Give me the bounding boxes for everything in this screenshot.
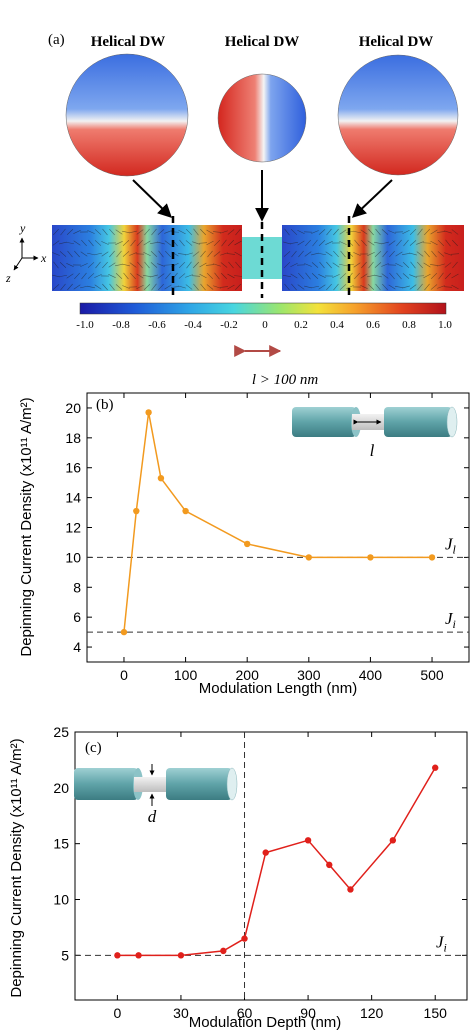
data-point [326, 861, 333, 869]
colorbar-tick-label: -0.6 [148, 319, 166, 331]
colorbar: -1.0 -0.8 -0.6 -0.4 -0.2 0 0.2 0.4 0.6 0.8 1.0 [76, 302, 452, 331]
y-tick-label: 8 [73, 579, 81, 595]
axis-x-label: x [40, 251, 47, 265]
dw-label-left: Helical DW [91, 34, 166, 50]
y-tick-label: 16 [65, 460, 81, 476]
x-tick-label: 60 [237, 1005, 253, 1021]
x-tick-label: 300 [297, 667, 321, 683]
data-point [389, 837, 397, 844]
plot-b-xlabel: Modulation Length (nm) [199, 680, 357, 697]
colorbar-tick-label: 0.6 [366, 319, 380, 331]
y-tick-label: 12 [65, 520, 81, 536]
y-tick-label: 20 [65, 400, 81, 416]
y-tick-label: 14 [65, 490, 81, 506]
colorbar-tick-label: 0.8 [402, 319, 416, 331]
y-tick-label: 4 [73, 639, 81, 655]
reference-line-label: Jl [445, 534, 457, 556]
panel-c-label: (c) [85, 740, 102, 756]
series-line [117, 767, 436, 957]
data-point [432, 764, 439, 771]
dw-disk-middle [217, 73, 307, 163]
y-tick-label: 10 [53, 892, 69, 908]
reference-line-label: Ji [445, 609, 456, 631]
colorbar-tick-label: 1.0 [438, 319, 452, 331]
y-tick-label: 6 [73, 609, 81, 625]
data-point [262, 849, 269, 856]
data-point [241, 935, 248, 942]
x-tick-label: 500 [420, 667, 444, 683]
y-tick-label: 15 [53, 836, 69, 852]
x-tick-label: 200 [236, 667, 260, 683]
arrow-left [132, 179, 173, 218]
dw-disk-right [337, 54, 459, 176]
colorbar-tick-label: 0.2 [294, 319, 308, 331]
data-point [114, 952, 121, 959]
series-line [123, 412, 433, 633]
inset-b-label: l [370, 441, 375, 460]
axis-z-label: z [5, 271, 11, 285]
colorbar-tick-label: -1.0 [76, 319, 94, 331]
plot-b-ylabel: Depinning Current Density (x10¹¹ A/m²) [18, 397, 35, 656]
length-note: l > 100 nm [252, 372, 319, 388]
data-point [367, 554, 374, 561]
inset-b-nanowire-icon: l [292, 406, 458, 460]
data-point [177, 952, 185, 959]
panel-b-label: (b) [96, 397, 114, 413]
data-point [305, 554, 313, 561]
x-tick-label: 0 [120, 667, 128, 683]
x-tick-label: 150 [424, 1005, 448, 1021]
data-point [347, 886, 354, 893]
panel-c: (c) 0 30 60 90 120 150 5 10 15 20 25 Ji Modulation … [8, 724, 468, 1031]
y-tick-label: 25 [53, 724, 69, 740]
data-point [243, 540, 251, 548]
y-tick-label: 5 [61, 947, 69, 963]
dw-label-right: Helical DW [359, 34, 434, 50]
x-tick-label: 90 [300, 1005, 316, 1021]
plot-c-ylabel: Depinning Current Density (x10¹¹ A/m²) [8, 738, 25, 997]
x-tick-label: 400 [359, 667, 383, 683]
panel-a: (a) Helical DW Helical DW Helical DW y x… [5, 32, 464, 388]
colorbar-tick-label: 0 [262, 319, 268, 331]
data-point [182, 507, 189, 515]
data-point [428, 554, 436, 561]
x-tick-label: 0 [113, 1005, 121, 1021]
reference-line-label: Ji [436, 932, 447, 954]
dw-label-middle: Helical DW [225, 34, 300, 50]
inset-c-label: d [148, 807, 157, 826]
data-point [135, 952, 142, 959]
axis-triad: y x z [5, 221, 47, 285]
colorbar-tick-label: -0.2 [220, 319, 237, 331]
data-point [133, 507, 140, 515]
y-tick-label: 20 [53, 780, 69, 796]
y-tick-label: 18 [65, 430, 81, 446]
colorbar-tick-label: 0.4 [330, 319, 344, 331]
plot-c-xlabel: Modulation Depth (nm) [189, 1014, 342, 1031]
arrow-right [351, 179, 393, 218]
data-point [120, 628, 128, 636]
colorbar-tick-label: -0.4 [184, 319, 202, 331]
panel-a-label: (a) [48, 32, 65, 48]
inset-c-nanowire-icon: d [74, 764, 238, 826]
x-tick-label: 30 [173, 1005, 189, 1021]
data-point [220, 947, 227, 955]
nanowire-simulation [52, 216, 464, 298]
data-point [157, 474, 165, 482]
data-point [145, 409, 152, 416]
dw-disk-left [65, 53, 189, 177]
panel-b: (b) 0 100 200 300 400 500468101214161820JlJi … [18, 392, 470, 697]
axis-y-label: y [19, 221, 26, 235]
data-point [304, 837, 312, 844]
colorbar-tick-label: -0.8 [112, 319, 130, 331]
x-tick-label: 120 [360, 1005, 384, 1021]
x-tick-label: 100 [174, 667, 198, 683]
y-tick-label: 10 [65, 549, 81, 565]
plot-c-frame [74, 731, 468, 1001]
